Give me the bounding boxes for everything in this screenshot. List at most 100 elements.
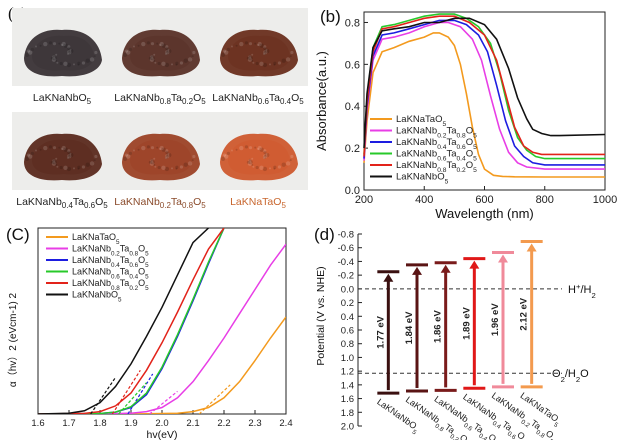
powder-grain bbox=[58, 42, 61, 45]
powder-grain bbox=[149, 57, 155, 62]
powder-grain bbox=[73, 167, 75, 170]
powder-grain bbox=[265, 152, 268, 155]
powder-grain bbox=[263, 46, 267, 51]
powder-pile bbox=[24, 29, 102, 77]
x-tick-label: 1000 bbox=[593, 194, 617, 206]
powder-grain bbox=[281, 162, 286, 167]
arrow-head bbox=[469, 260, 480, 269]
powder-grain bbox=[156, 42, 159, 45]
powder-grain bbox=[248, 42, 253, 46]
powder-grain bbox=[161, 147, 166, 152]
powder-grain bbox=[73, 63, 75, 66]
y-axis-label: Potential (V vs. NHE) bbox=[315, 266, 327, 365]
powder-grain bbox=[273, 63, 276, 66]
legend-label: LaKNaNb0.6Ta0.4O5 bbox=[72, 267, 149, 281]
powder-grain bbox=[246, 56, 251, 60]
powder-grain bbox=[251, 53, 254, 56]
powder-grain bbox=[58, 146, 61, 149]
sample-photo bbox=[208, 112, 308, 190]
tauc-plot: (C) 1.6 1.7 1.8 1.9 2.0 2.1 2.2 2.3 2.4 hv(eV) α（hv… bbox=[6, 225, 293, 441]
powder-mass bbox=[130, 35, 192, 71]
powder-grain bbox=[165, 154, 170, 159]
powder-grain bbox=[265, 48, 268, 51]
y-tick-label: -0.4 bbox=[338, 257, 354, 268]
sample-photo bbox=[110, 8, 210, 86]
powder-grain bbox=[259, 43, 264, 48]
powder-grain bbox=[50, 160, 55, 164]
powder-grain bbox=[150, 42, 155, 46]
y-axis-label: Absorbance(a.u.) bbox=[314, 51, 329, 151]
arrow-head bbox=[440, 264, 451, 273]
powder-grain bbox=[231, 149, 234, 152]
powder-grain bbox=[263, 150, 267, 155]
sample-caption: LaKNaNbO5 bbox=[32, 92, 92, 107]
powder-grain bbox=[269, 167, 271, 170]
powder-grain bbox=[263, 53, 265, 55]
powder-grain bbox=[192, 154, 196, 159]
powder-grain bbox=[52, 158, 55, 161]
powder-grain bbox=[277, 165, 282, 169]
powder-grain bbox=[89, 57, 95, 62]
powder-grain bbox=[175, 165, 179, 169]
series-line bbox=[38, 316, 286, 414]
powder-grain bbox=[128, 151, 133, 155]
powder-grain bbox=[167, 152, 172, 158]
powder-pile bbox=[122, 133, 200, 181]
series-line bbox=[363, 15, 605, 157]
powder-grain bbox=[43, 145, 48, 151]
powder-grain bbox=[290, 50, 294, 55]
powder-grain bbox=[124, 153, 129, 157]
powder-grain bbox=[263, 155, 267, 159]
powder-grain bbox=[124, 49, 129, 53]
powder-grain bbox=[167, 152, 170, 155]
powder-grain bbox=[165, 50, 170, 55]
powder-grain bbox=[257, 148, 259, 150]
series-line bbox=[38, 228, 210, 414]
sample-photo bbox=[12, 112, 112, 190]
powder-grain bbox=[251, 157, 254, 160]
powder-grain bbox=[153, 163, 156, 166]
powder-mass bbox=[130, 139, 192, 175]
powder-grain bbox=[67, 150, 71, 155]
x-tick-label: 2.2 bbox=[217, 418, 230, 429]
powder-grain bbox=[263, 157, 265, 159]
powder-grain bbox=[69, 152, 72, 155]
powder-grain bbox=[61, 44, 63, 46]
powder-grain bbox=[55, 59, 58, 62]
powder-grain bbox=[51, 161, 57, 166]
powder-grain bbox=[248, 146, 253, 150]
powder-grain bbox=[125, 154, 131, 159]
sample-caption: LaKNaNb0.4Ta0.6O5 bbox=[16, 196, 108, 211]
powder-grain bbox=[77, 165, 81, 169]
powder-grain bbox=[35, 45, 38, 48]
powder-grain bbox=[273, 165, 277, 169]
powder-grain bbox=[246, 160, 251, 164]
powder-grain bbox=[273, 167, 276, 170]
powder-grain bbox=[179, 61, 184, 65]
powder-grain bbox=[247, 57, 253, 62]
powder-grain bbox=[165, 155, 169, 159]
y-tick-label: 0.6 bbox=[341, 326, 354, 337]
powder-grain bbox=[239, 145, 244, 151]
powder-grain bbox=[48, 41, 53, 45]
powder-grain bbox=[30, 47, 35, 51]
series-line bbox=[38, 228, 225, 414]
y-tick-label: -0.6 bbox=[338, 243, 354, 254]
powder-grain bbox=[48, 145, 53, 149]
tangent-line bbox=[198, 384, 231, 414]
powder-grain bbox=[94, 154, 98, 159]
powder-grain bbox=[150, 54, 153, 57]
reference-label: O2/H2O bbox=[552, 368, 589, 384]
powder-grain bbox=[263, 51, 267, 55]
powder-grain bbox=[244, 41, 249, 45]
x-axis-label: hv(eV) bbox=[147, 429, 178, 440]
powder-grain bbox=[61, 145, 66, 151]
panel-a: (a) LaKNaNbO5LaKNaNb0.8Ta0.2O5LaKNaNb0.6… bbox=[0, 0, 312, 220]
powder-grain bbox=[125, 50, 131, 55]
panel-c: (C) 1.6 1.7 1.8 1.9 2.0 2.1 2.2 2.3 2.4 hv(eV) α（hv… bbox=[0, 222, 300, 441]
powder-grain bbox=[248, 159, 252, 163]
powder-grain bbox=[264, 154, 267, 157]
x-tick-label: 2.4 bbox=[279, 418, 292, 429]
powder-grain bbox=[251, 59, 254, 62]
powder-grain bbox=[153, 59, 156, 62]
